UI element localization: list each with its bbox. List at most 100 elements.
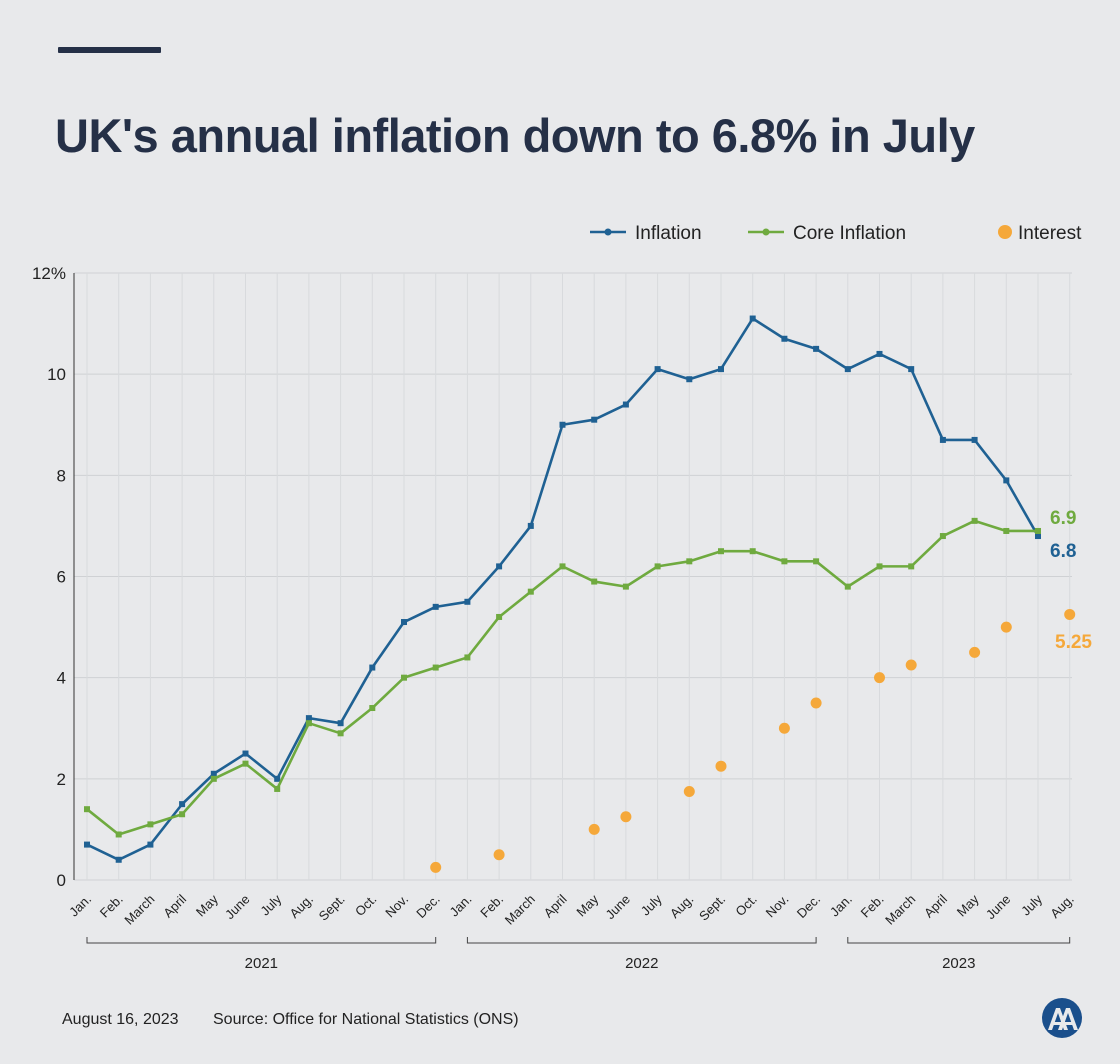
x-tick-label: Aug. xyxy=(1047,892,1077,922)
data-point xyxy=(1035,527,1041,534)
data-point xyxy=(1003,477,1010,484)
data-point xyxy=(749,548,756,555)
y-tick-label: 2 xyxy=(57,770,66,789)
page-title: UK's annual inflation down to 6.8% in Ju… xyxy=(55,109,975,162)
data-point xyxy=(274,785,281,792)
x-tick-label: Sept. xyxy=(696,892,728,924)
x-tick-label: May xyxy=(193,891,221,919)
year-label: 2023 xyxy=(942,955,975,972)
data-point xyxy=(179,811,186,818)
x-tick-label: June xyxy=(983,892,1014,923)
legend-swatch-dot xyxy=(604,228,612,236)
y-tick-label: 0 xyxy=(57,871,66,890)
data-point xyxy=(778,722,790,734)
data-point xyxy=(496,613,503,620)
x-tick-label: April xyxy=(541,891,570,920)
x-tick-label: Sept. xyxy=(316,892,348,924)
data-point xyxy=(683,785,695,797)
data-point xyxy=(464,654,471,661)
data-point xyxy=(654,366,661,373)
x-tick-label: May xyxy=(573,891,601,919)
x-tick-label: Aug. xyxy=(667,892,697,922)
data-point xyxy=(781,558,788,565)
data-point xyxy=(147,841,154,848)
data-point xyxy=(305,720,312,727)
x-tick-label: March xyxy=(882,892,918,928)
data-point xyxy=(686,376,693,383)
data-point xyxy=(810,697,822,709)
data-point xyxy=(908,563,915,570)
year-bracket xyxy=(466,937,817,944)
data-point xyxy=(718,548,724,555)
data-point xyxy=(337,730,344,737)
data-point xyxy=(464,598,471,605)
legend-swatch-dot xyxy=(998,225,1012,239)
data-point xyxy=(210,770,217,777)
data-point xyxy=(401,674,407,681)
data-point xyxy=(242,750,249,757)
data-point xyxy=(147,821,154,828)
x-tick-label: Oct. xyxy=(732,892,759,919)
x-tick-label: March xyxy=(121,892,157,928)
data-point xyxy=(274,775,281,782)
x-tick-label: April xyxy=(921,891,950,920)
data-point xyxy=(401,619,407,626)
data-point xyxy=(844,366,851,373)
data-point xyxy=(430,861,442,873)
x-tick-label: June xyxy=(222,892,253,923)
data-point xyxy=(686,558,693,565)
year-label: 2021 xyxy=(245,955,278,972)
data-point xyxy=(432,664,439,671)
x-tick-label: Jan. xyxy=(66,892,94,920)
data-point xyxy=(844,583,851,590)
x-tick-label: Nov. xyxy=(382,892,411,921)
data-point xyxy=(971,517,978,524)
x-tick-label: Dec. xyxy=(413,892,443,922)
data-point xyxy=(749,315,756,322)
data-point xyxy=(493,849,505,861)
data-point xyxy=(591,578,598,585)
data-point xyxy=(813,558,820,565)
data-point xyxy=(715,760,727,772)
data-point xyxy=(969,646,981,658)
data-point xyxy=(874,672,885,684)
x-tick-label: July xyxy=(638,891,665,918)
data-point xyxy=(622,583,629,590)
legend-label: Core Inflation xyxy=(793,223,906,244)
y-tick-label: 12% xyxy=(32,264,66,283)
legend-label: Inflation xyxy=(635,223,702,244)
data-point xyxy=(905,659,917,671)
data-point xyxy=(559,563,566,570)
y-tick-label: 10 xyxy=(47,365,66,384)
data-point xyxy=(654,563,661,570)
footer-date: August 16, 2023 xyxy=(62,1011,179,1028)
legend-swatch-dot xyxy=(762,228,770,236)
data-point xyxy=(369,705,376,712)
data-point xyxy=(588,823,600,835)
x-tick-label: Dec. xyxy=(794,892,824,922)
x-tick-label: April xyxy=(160,891,189,920)
x-tick-label: Oct. xyxy=(352,892,379,919)
data-point xyxy=(242,760,249,767)
data-point xyxy=(210,775,217,782)
data-point xyxy=(939,436,946,443)
data-point xyxy=(876,563,883,570)
x-tick-label: Aug. xyxy=(286,892,316,922)
y-tick-label: 8 xyxy=(57,466,66,485)
data-point xyxy=(620,811,632,823)
data-point xyxy=(591,416,598,423)
footer-source: Source: Office for National Statistics (… xyxy=(213,1011,519,1028)
data-point xyxy=(84,806,90,813)
data-point xyxy=(1064,608,1076,620)
y-tick-label: 4 xyxy=(57,669,66,688)
year-bracket xyxy=(847,937,1071,944)
data-point xyxy=(908,366,915,373)
x-tick-label: Jan. xyxy=(447,892,475,920)
data-point xyxy=(369,664,376,671)
x-tick-label: March xyxy=(502,892,538,928)
x-tick-label: June xyxy=(602,892,633,923)
data-point xyxy=(622,401,629,408)
data-point xyxy=(496,563,503,570)
year-label: 2022 xyxy=(625,955,658,972)
